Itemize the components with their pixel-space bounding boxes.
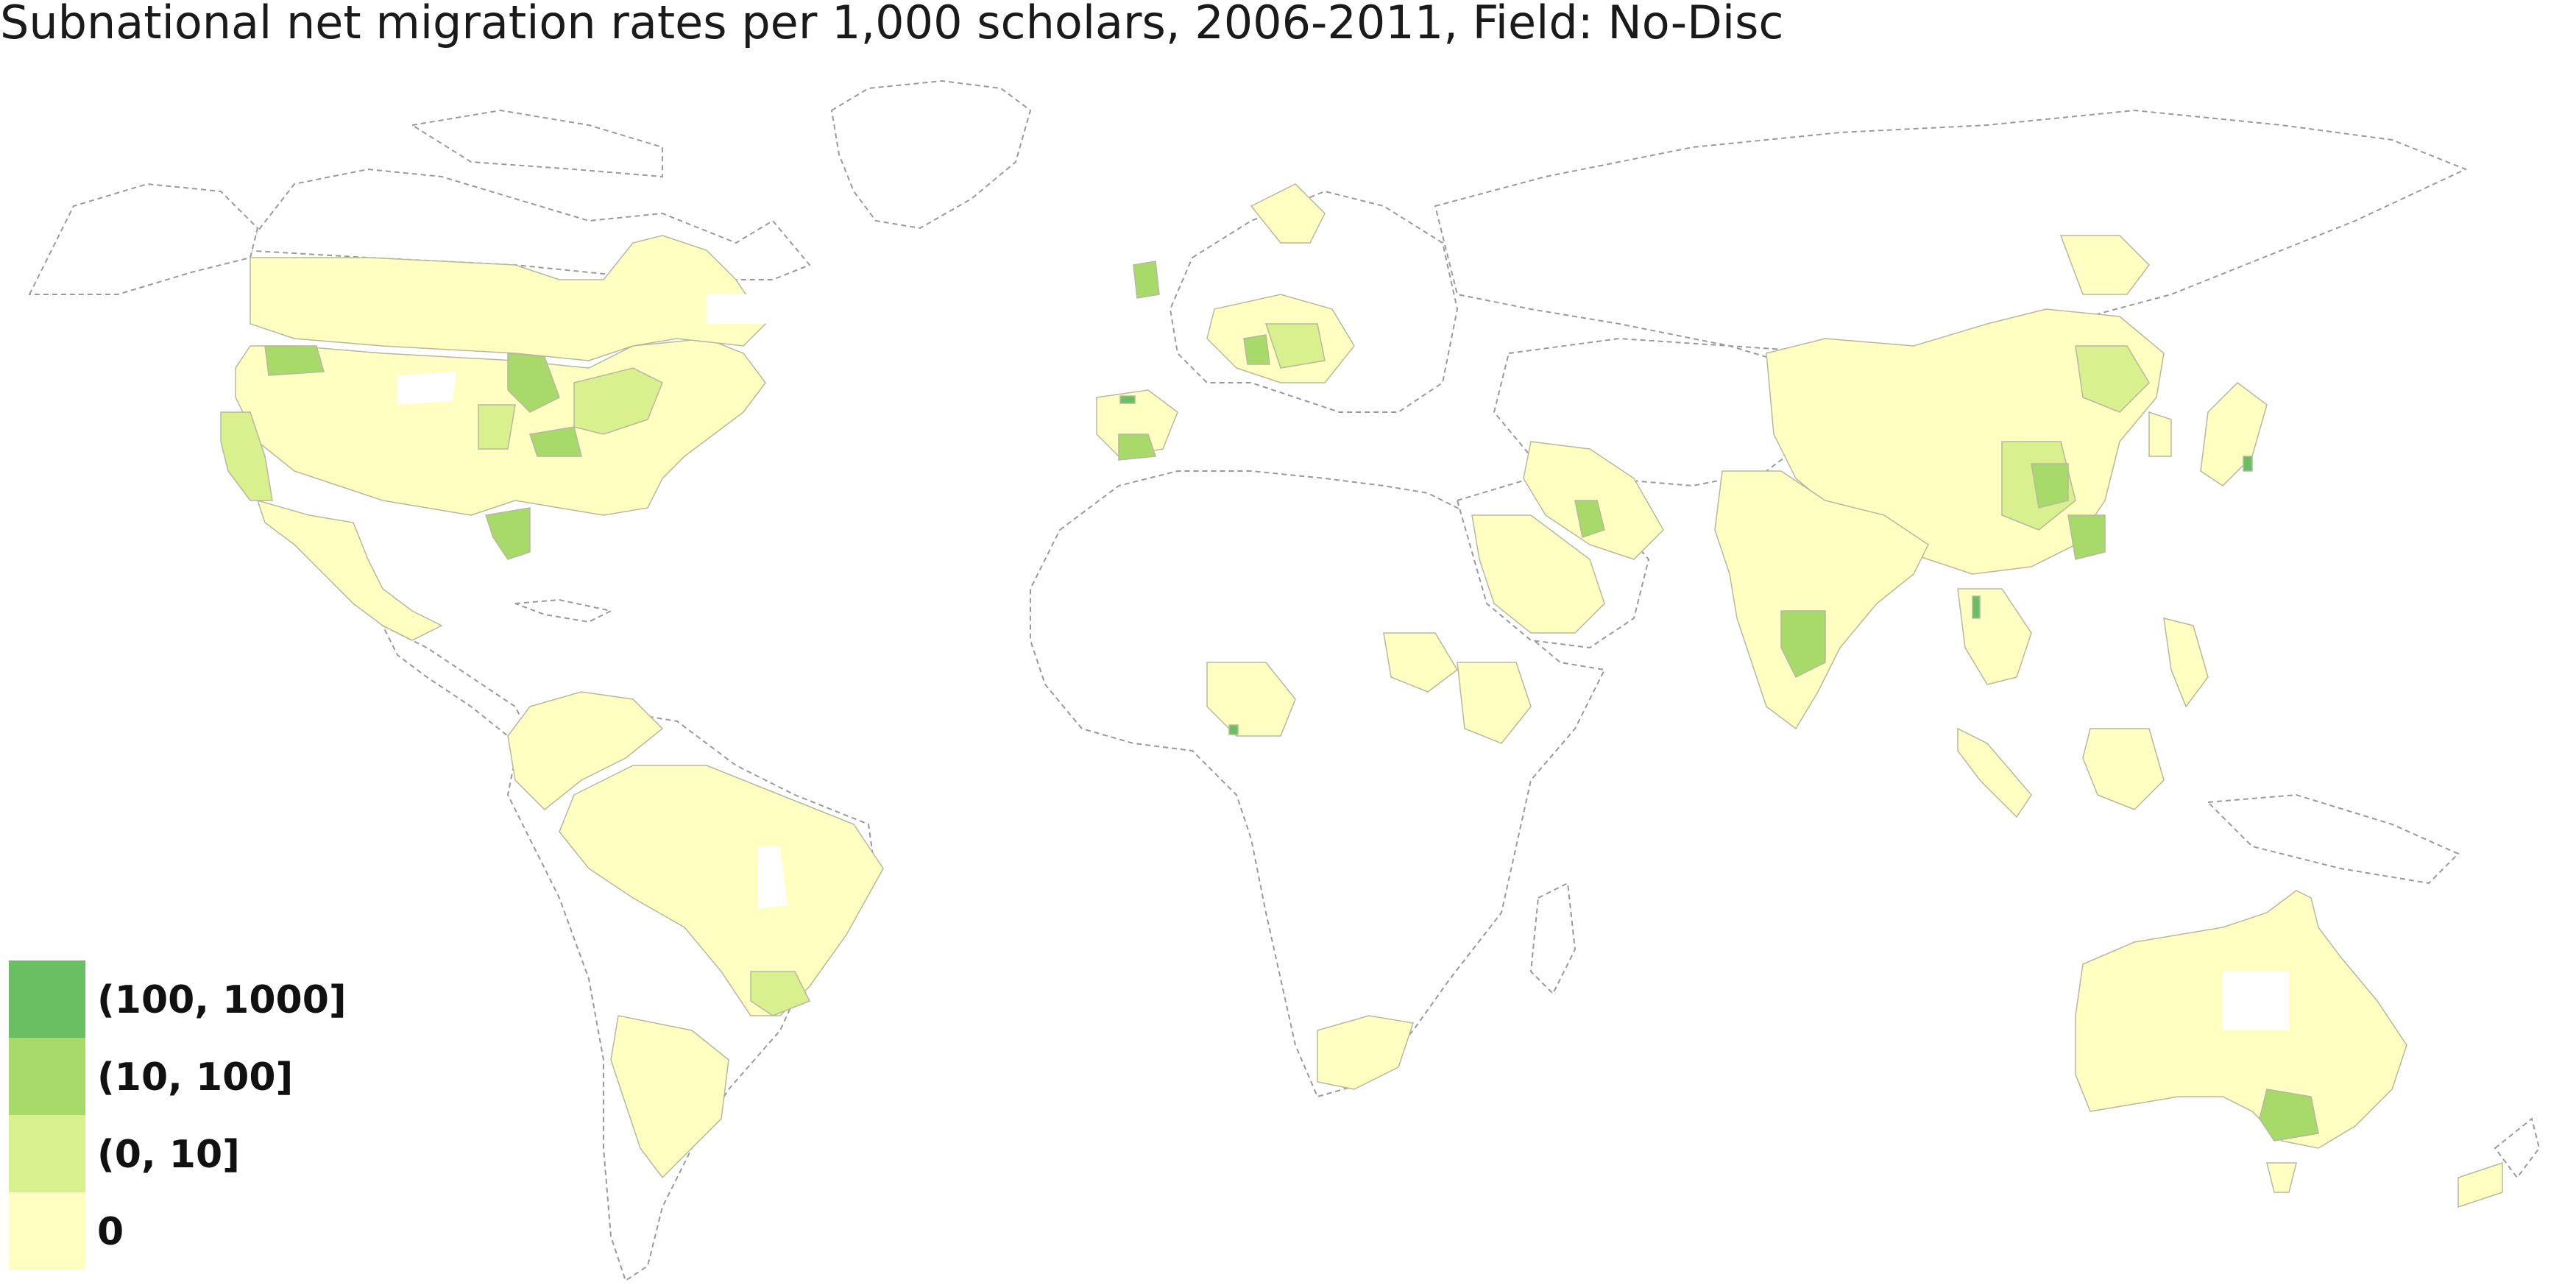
region-borneo <box>2082 728 2165 810</box>
region-india <box>1714 470 1929 730</box>
region-scandinavia <box>1250 183 1326 244</box>
legend-item: (0, 10] <box>9 1115 450 1192</box>
region-pennsylvania <box>529 426 582 457</box>
region-andes-north <box>507 691 664 811</box>
region-portugal-spain <box>1118 434 1157 461</box>
region-japan <box>2200 382 2268 486</box>
region-shaanxi-china <box>2031 463 2069 509</box>
map-legend: (100, 1000] (10, 100] (0, 10] 0 <box>9 960 450 1270</box>
map-title: Subnational net migration rates per 1,00… <box>0 0 1784 49</box>
region-egypt-sudan <box>1383 632 1458 693</box>
region-russia <box>1434 109 2468 355</box>
region-korea <box>2148 411 2172 457</box>
region-europe-central <box>1264 323 1326 369</box>
legend-item: (100, 1000] <box>9 960 450 1038</box>
legend-item: 0 <box>9 1192 450 1270</box>
legend-swatch <box>9 1038 85 1115</box>
region-colorado <box>478 404 516 450</box>
no-data-holes <box>397 294 2289 1030</box>
region-northern-china <box>2075 345 2150 413</box>
region-lagos <box>1228 724 1239 735</box>
region-washington <box>264 345 325 376</box>
mid-rate-regions <box>264 261 2319 1142</box>
region-southern-india <box>1780 610 1826 679</box>
legend-label: 0 <box>97 1210 124 1254</box>
region-indochina <box>1957 588 2032 685</box>
region-saudi <box>1471 514 1605 634</box>
legend-swatch <box>9 1192 85 1270</box>
region-iran-center <box>1574 500 1605 538</box>
region-central-america <box>381 623 531 737</box>
hole-canada-east <box>707 294 765 324</box>
legend-label: (100, 1000] <box>97 978 347 1022</box>
region-russia-east <box>2059 235 2150 295</box>
hole-usa-west <box>397 372 456 405</box>
region-tokyo <box>2243 456 2253 472</box>
legend-swatch <box>9 1115 85 1192</box>
region-madrid <box>1119 395 1136 404</box>
region-sao-paulo <box>750 971 811 1016</box>
region-new-zealand-fill <box>2458 1161 2503 1209</box>
region-iberia <box>1096 389 1178 457</box>
legend-label: (0, 10] <box>97 1133 240 1177</box>
legend-item: (10, 100] <box>9 1038 450 1115</box>
region-tasmania <box>2266 1162 2297 1193</box>
region-south-africa <box>1317 1015 1414 1090</box>
region-california <box>220 411 273 501</box>
hole-australia <box>2223 972 2289 1030</box>
region-argentina <box>610 1015 729 1179</box>
hole-brazil <box>758 846 788 909</box>
region-victoria-au <box>2259 1089 2319 1142</box>
region-alaska <box>28 183 259 295</box>
region-arctic-islands <box>410 109 663 178</box>
region-southern-germany <box>1243 334 1270 365</box>
region-hubei-china <box>2067 514 2106 560</box>
legend-swatch <box>9 960 85 1038</box>
high-rate-regions <box>1119 395 2253 735</box>
region-new-zealand <box>2494 1117 2541 1179</box>
region-mexico <box>256 499 443 641</box>
region-west-africa <box>1206 662 1296 737</box>
region-caribbean <box>514 598 613 623</box>
region-indonesia-east <box>2206 793 2460 885</box>
legend-label: (10, 100] <box>97 1055 294 1100</box>
region-southeast-asia-high <box>1972 595 1981 619</box>
region-michigan <box>507 353 560 413</box>
region-greenland <box>830 79 1032 230</box>
region-scotland-uk <box>1133 261 1160 299</box>
region-sumatra <box>1957 727 2032 818</box>
region-florida <box>485 507 531 560</box>
region-ethiopia <box>1457 662 1532 744</box>
region-madagascar <box>1529 882 1577 995</box>
region-philippines <box>2163 618 2209 708</box>
region-africa <box>1030 470 1606 1098</box>
